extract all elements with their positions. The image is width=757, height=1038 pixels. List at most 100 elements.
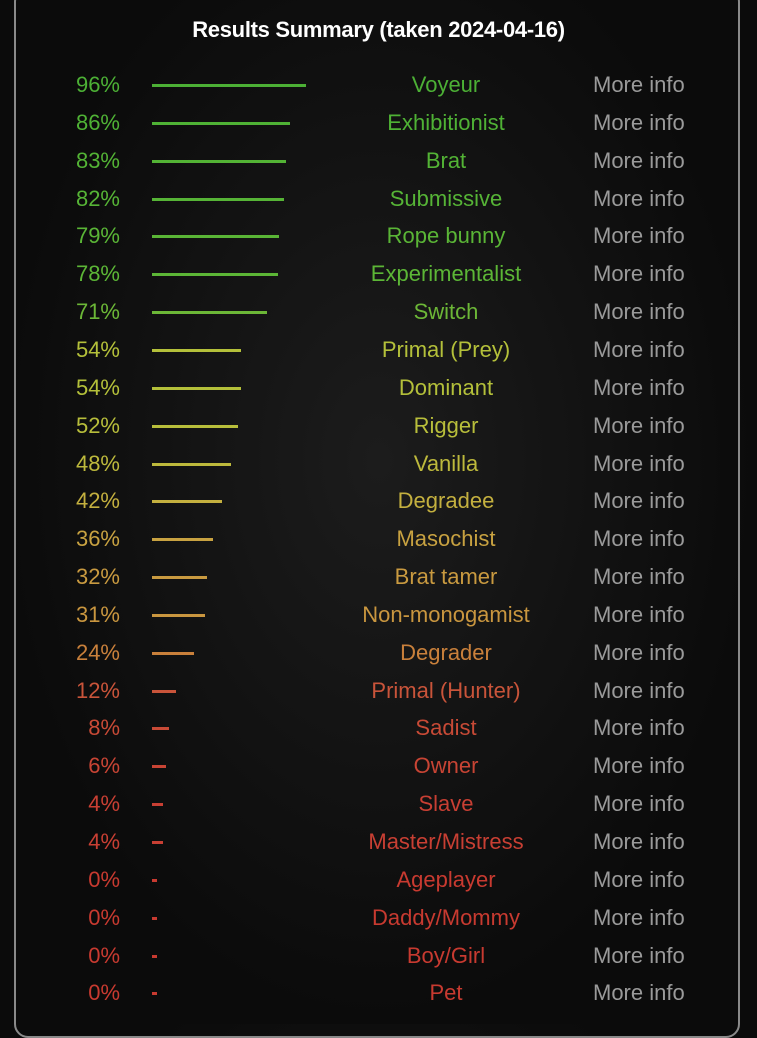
result-name: Submissive [389,185,503,211]
result-name: Non-monogamist [362,601,530,627]
result-name: Exhibitionist [387,109,505,135]
more-info-link[interactable]: More info [593,601,685,627]
more-info-link[interactable]: More info [593,564,685,590]
result-percent: 54% [75,336,120,362]
result-name: Vanilla [413,450,479,476]
result-bar [152,197,285,201]
result-row: 82% Submissive More info [0,180,757,218]
result-bar [152,424,238,428]
result-name: Slave [418,791,474,817]
result-bar [152,121,291,125]
more-info-link[interactable]: More info [593,526,685,552]
result-bar [152,84,306,87]
result-percent: 42% [75,488,120,514]
result-name: Masochist [396,526,496,552]
result-row: 4% Master/Mistress More info [0,823,757,861]
result-percent: 32% [75,564,120,590]
more-info-link[interactable]: More info [593,147,685,173]
more-info-link[interactable]: More info [593,223,685,249]
more-info-link[interactable]: More info [593,942,685,968]
result-percent: 0% [88,942,120,968]
more-info-link[interactable]: More info [593,488,685,514]
result-bar [152,159,286,163]
result-row: 0% Daddy/Mommy More info [0,899,757,937]
result-bar [152,235,280,239]
result-bar [152,348,241,352]
result-percent: 24% [75,639,120,665]
result-row: 79% Rope bunny More info [0,217,757,255]
result-name: Master/Mistress [368,829,524,854]
result-row: 54% Dominant More info [0,369,757,407]
result-percent: 54% [75,374,120,400]
result-bar [152,727,170,731]
result-percent: 86% [75,109,120,135]
result-bar [152,462,232,466]
result-row: 52% Rigger More info [0,407,757,445]
result-row: 78% Experimentalist More info [0,255,757,293]
result-name: Primal (Prey) [381,336,511,362]
result-row: 0% Boy/Girl More info [0,937,757,975]
result-row: 96% Voyeur More info [0,66,757,104]
result-name: Boy/Girl [406,942,486,968]
result-percent: 4% [88,829,120,854]
more-info-link[interactable]: More info [593,639,685,665]
result-row: 0% Pet More info [0,974,757,1012]
more-info-link[interactable]: More info [593,299,685,325]
more-info-link[interactable]: More info [593,412,685,438]
result-row: 54% Primal (Prey) More info [0,331,757,369]
result-bar [152,613,206,617]
result-bar [152,689,176,693]
result-name: Sadist [415,715,477,741]
result-name: Rigger [413,412,479,438]
result-bar [152,803,164,807]
result-row: 83% Brat More info [0,142,757,180]
result-percent: 96% [75,72,120,97]
result-bar [152,273,278,277]
result-bar [152,538,213,542]
result-row: 86% Exhibitionist More info [0,104,757,142]
result-row: 8% Sadist More info [0,709,757,747]
result-row: 71% Switch More info [0,293,757,331]
more-info-link[interactable]: More info [593,374,685,400]
result-name: Voyeur [411,72,481,97]
more-info-link[interactable]: More info [593,715,685,741]
result-row: 24% Degrader More info [0,634,757,672]
result-row: 6% Owner More info [0,747,757,785]
more-info-link[interactable]: More info [593,677,685,703]
result-row: 31% Non-monogamist More info [0,596,757,634]
result-name: Ageplayer [396,866,496,892]
result-bar [152,500,223,504]
result-name: Brat tamer [394,564,498,590]
result-bar [152,841,164,844]
more-info-link[interactable]: More info [593,904,685,930]
more-info-link[interactable]: More info [593,866,685,892]
result-percent: 8% [88,715,120,741]
result-row: 12% Primal (Hunter) More info [0,672,757,710]
result-name: Primal (Hunter) [371,677,521,703]
result-percent: 83% [75,147,120,173]
more-info-link[interactable]: More info [593,450,685,476]
result-row: 0% Ageplayer More info [0,861,757,899]
more-info-link[interactable]: More info [593,185,685,211]
more-info-link[interactable]: More info [593,336,685,362]
page-title: Results Summary (taken 2024-04-16) [192,17,565,42]
result-percent: 78% [75,261,120,287]
result-percent: 0% [88,980,120,1006]
result-row: 32% Brat tamer More info [0,558,757,596]
more-info-link[interactable]: More info [593,72,685,97]
result-bar [152,954,157,958]
more-info-link[interactable]: More info [593,791,685,817]
result-bar [152,878,157,882]
result-row: 48% Vanilla More info [0,445,757,483]
result-percent: 0% [88,866,120,892]
more-info-link[interactable]: More info [593,829,685,854]
result-percent: 6% [88,753,120,779]
result-name: Owner [413,753,479,779]
more-info-link[interactable]: More info [593,980,685,1006]
more-info-link[interactable]: More info [593,753,685,779]
result-bar [152,765,167,769]
more-info-link[interactable]: More info [593,109,685,135]
result-name: Rope bunny [386,223,506,249]
more-info-link[interactable]: More info [593,261,685,287]
result-percent: 36% [75,526,120,552]
